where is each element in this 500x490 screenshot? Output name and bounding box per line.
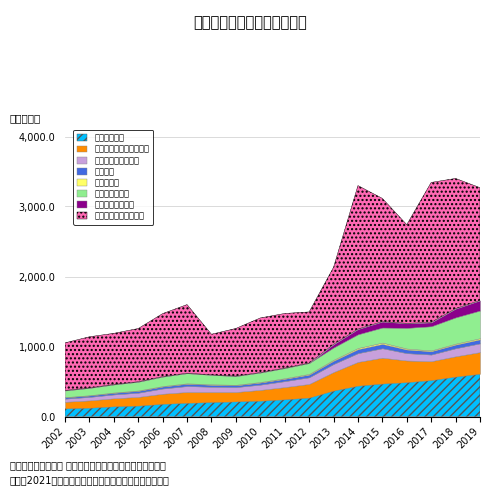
Text: （十億円）: （十億円）: [10, 113, 41, 122]
Text: （出所）文部科学省 科学技術・学術政策研究所、「科学技: （出所）文部科学省 科学技術・学術政策研究所、「科学技: [10, 461, 166, 470]
Legend: 医薬品製造業, 情報通信機械器具製造業, 電気機械器具製造業, 化学工業, 情報通信業, その他の製造業, その他の非製造業, 輸送用機械器具製造業: 医薬品製造業, 情報通信機械器具製造業, 電気機械器具製造業, 化学工業, 情報…: [74, 130, 154, 224]
Text: 術指標2021」を基に、医薬産業政策研究所が加工・作成: 術指標2021」を基に、医薬産業政策研究所が加工・作成: [10, 475, 170, 485]
Text: 図１　医薬品産業の技術輸出: 図１ 医薬品産業の技術輸出: [193, 15, 307, 30]
